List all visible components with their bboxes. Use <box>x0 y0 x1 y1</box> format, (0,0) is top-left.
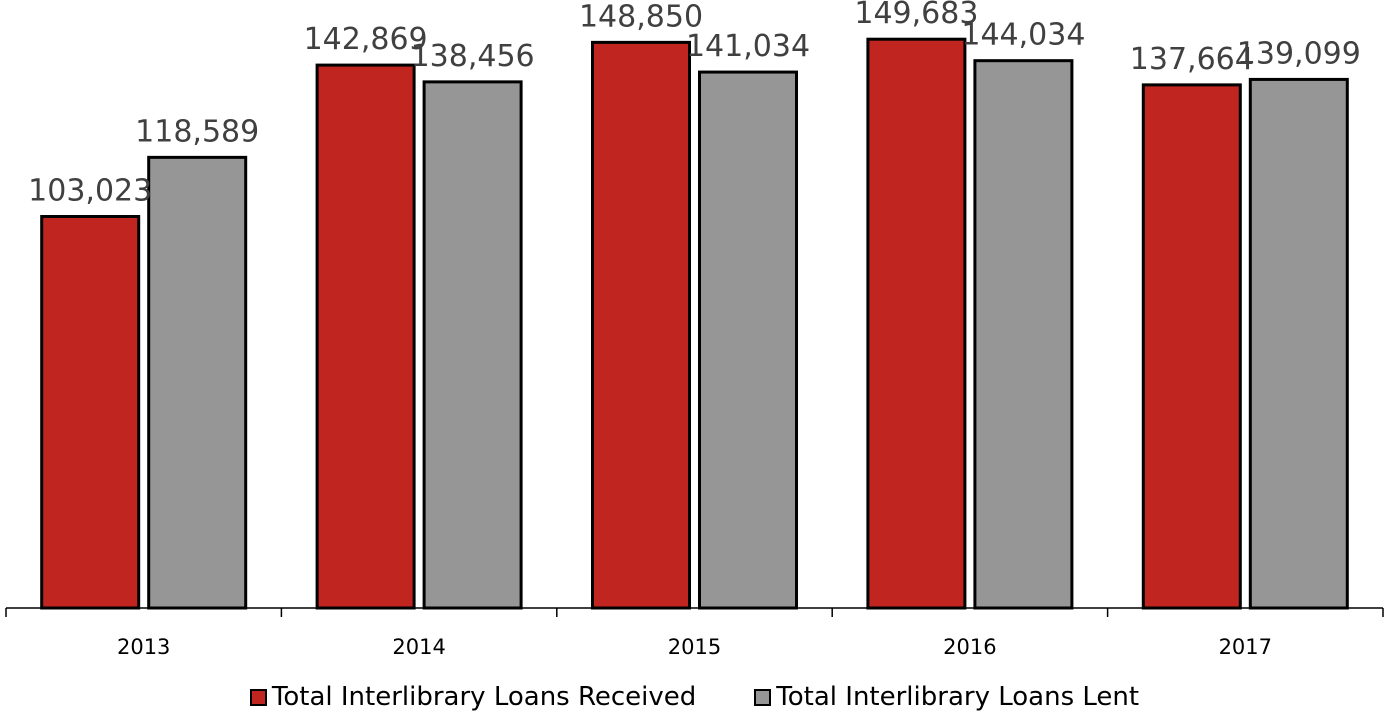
x-axis-labels-group: 2013 2014 2015 2016 2017 <box>117 635 1272 659</box>
x-tick-label-2013: 2013 <box>117 635 170 659</box>
value-label-lent-2014: 138,456 <box>411 39 535 74</box>
legend-item-lent: Total Interlibrary Loans Lent <box>754 682 1139 712</box>
legend-swatch-lent <box>754 688 772 706</box>
value-label-received-2015: 148,850 <box>579 0 703 34</box>
value-label-lent-2017: 139,099 <box>1237 36 1361 71</box>
bar-received-2014 <box>315 63 416 610</box>
value-label-received-2017: 137,664 <box>1130 42 1254 77</box>
value-label-received-2014: 142,869 <box>304 22 428 57</box>
x-tick-label-2017: 2017 <box>1219 635 1272 659</box>
bar-lent-2015 <box>698 70 798 610</box>
legend-label-received: Total Interlibrary Loans Received <box>271 682 697 712</box>
x-tick-label-2014: 2014 <box>392 635 445 659</box>
legend: Total Interlibrary Loans Received Total … <box>0 682 1389 712</box>
bar-received-2013 <box>40 215 141 610</box>
x-tick-label-2016: 2016 <box>943 635 996 659</box>
bars-group <box>40 37 1349 610</box>
bar-lent-2014 <box>422 80 523 610</box>
bar-lent-2013 <box>147 155 248 610</box>
bar-lent-2016 <box>973 59 1074 610</box>
value-label-received-2016: 149,683 <box>854 0 978 31</box>
value-label-lent-2016: 144,034 <box>961 18 1085 53</box>
bar-received-2015 <box>591 40 691 610</box>
bar-received-2017 <box>1141 83 1242 610</box>
value-label-lent-2015: 141,034 <box>686 29 810 64</box>
x-tick-label-2015: 2015 <box>668 635 721 659</box>
legend-label-lent: Total Interlibrary Loans Lent <box>776 682 1140 712</box>
legend-swatch-received <box>249 688 267 706</box>
bar-lent-2017 <box>1248 77 1349 610</box>
bar-received-2016 <box>866 37 967 610</box>
value-label-received-2013: 103,023 <box>28 174 152 209</box>
legend-item-received: Total Interlibrary Loans Received <box>249 682 697 712</box>
value-label-lent-2013: 118,589 <box>135 114 259 149</box>
x-axis-ticks-group <box>5 608 1384 617</box>
